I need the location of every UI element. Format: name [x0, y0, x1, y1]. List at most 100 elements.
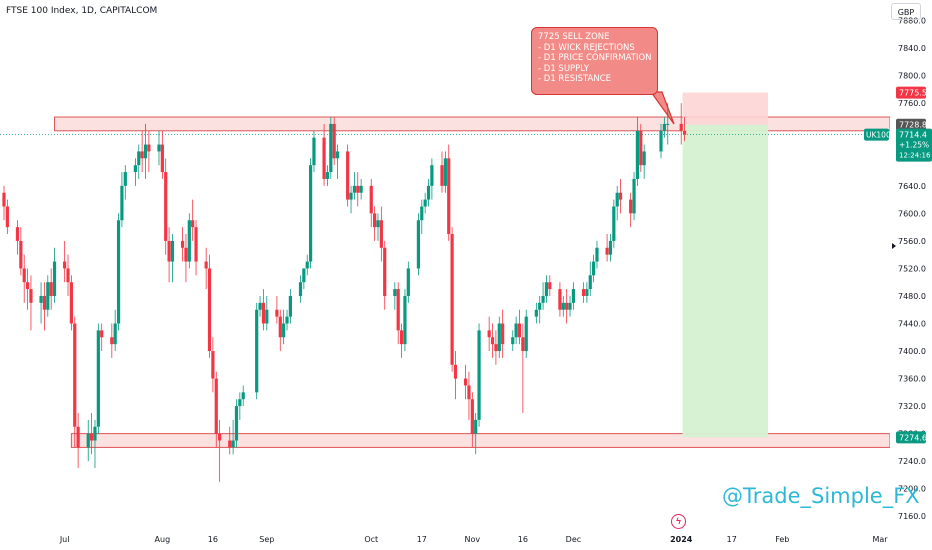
candle-up — [238, 399, 242, 407]
y-tick-label: 7360.0 — [898, 375, 926, 384]
candle-up — [305, 261, 309, 269]
candle-up — [571, 289, 575, 303]
candle-up — [534, 309, 538, 317]
y-tick-label: 7600.0 — [898, 209, 926, 218]
candle-down — [521, 337, 525, 352]
candle-up — [39, 295, 43, 303]
candle-up — [406, 268, 410, 296]
candle-down — [463, 378, 468, 386]
candle-down — [517, 323, 522, 338]
lightning-icon[interactable]: ϟ — [671, 514, 686, 529]
take-profit-area — [682, 124, 769, 438]
axis-marker-icon — [892, 243, 896, 249]
candle-up — [46, 282, 50, 310]
candle-up — [255, 309, 259, 393]
x-tick-label: Oct — [364, 535, 378, 544]
currency-button[interactable]: GBP — [891, 3, 921, 20]
candle-down — [399, 330, 404, 345]
candle-down — [558, 289, 562, 310]
y-tick-label: 7200.0 — [898, 485, 926, 494]
x-tick-label: Aug — [155, 535, 171, 544]
candle-up — [325, 172, 330, 179]
candle-up — [234, 406, 239, 441]
candle-down — [207, 268, 212, 352]
candle-down — [90, 433, 94, 441]
candle-down — [164, 172, 168, 241]
candle-down — [629, 199, 633, 214]
candle-up — [538, 302, 542, 310]
candle-down — [194, 227, 198, 262]
candle-up — [335, 151, 340, 159]
candle-up — [595, 247, 599, 262]
candle-up — [133, 165, 137, 173]
candle-down — [373, 213, 377, 228]
candle-down — [140, 151, 144, 159]
stop-price-tag-text: 7775.5 — [899, 89, 927, 98]
y-tick-label: 7440.0 — [898, 320, 926, 329]
candle-up — [423, 199, 427, 207]
target-price-tag-box — [896, 431, 926, 444]
y-tick-label: 7640.0 — [898, 182, 926, 191]
candle-up — [288, 295, 292, 317]
candle-up — [632, 178, 636, 214]
candle-down — [22, 268, 26, 283]
y-tick-label: 7880.0 — [898, 17, 926, 26]
candle-up — [662, 123, 666, 131]
candle-up — [443, 158, 447, 186]
candle-up — [120, 185, 124, 221]
candle-up — [393, 289, 397, 296]
callout-line: 7725 SELL ZONE — [538, 32, 610, 42]
x-tick-label: Sep — [259, 535, 274, 544]
candle-up — [298, 282, 303, 296]
candle-down — [204, 261, 208, 269]
x-tick-label: 17 — [727, 535, 737, 544]
candle-up — [359, 185, 363, 193]
x-tick-label: 16 — [208, 535, 218, 544]
candle-up — [477, 330, 481, 420]
candle-down — [679, 123, 683, 131]
price-axis — [890, 0, 932, 550]
candle-down — [467, 385, 471, 400]
candle-down — [682, 130, 687, 135]
candle-down — [228, 440, 232, 448]
x-tick-label: Dec — [566, 535, 581, 544]
x-tick-label: 16 — [518, 535, 528, 544]
candle-down — [184, 247, 188, 262]
candle-up — [96, 330, 100, 427]
last-price-text: 7714.4 — [899, 131, 927, 140]
candle-down — [218, 433, 222, 441]
candle-up — [282, 323, 286, 338]
y-tick-label: 7560.0 — [898, 237, 926, 246]
candle-up — [635, 130, 640, 179]
callout-line: - D1 RESISTANCE — [538, 74, 612, 85]
candle-down — [275, 309, 279, 317]
candle-down — [191, 220, 195, 228]
candle-down — [160, 144, 164, 173]
candle-down — [639, 130, 643, 166]
candle-down — [25, 282, 30, 290]
candle-up — [52, 261, 57, 296]
candle-down — [369, 185, 373, 214]
candle-up — [430, 165, 434, 186]
x-tick-label: Feb — [775, 535, 789, 544]
candle-up — [511, 337, 515, 345]
candle-down — [76, 426, 80, 448]
candle-up — [615, 192, 619, 207]
candle-down — [261, 302, 266, 324]
x-tick-label: 2024 — [670, 535, 693, 544]
candle-down — [180, 240, 185, 248]
candle-down — [581, 289, 586, 296]
candle-up — [241, 392, 245, 400]
candle-up — [302, 268, 306, 283]
candle-up — [309, 165, 313, 262]
candle-up — [403, 295, 407, 345]
candle-up — [568, 302, 572, 310]
candle-up — [157, 144, 161, 152]
candle-down — [42, 295, 47, 310]
candle-up — [265, 309, 269, 324]
candle-down — [147, 144, 151, 152]
symbol-tag-text: UK100 — [866, 131, 891, 140]
change-text: +1.25% — [899, 141, 929, 150]
candle-down — [356, 185, 360, 193]
